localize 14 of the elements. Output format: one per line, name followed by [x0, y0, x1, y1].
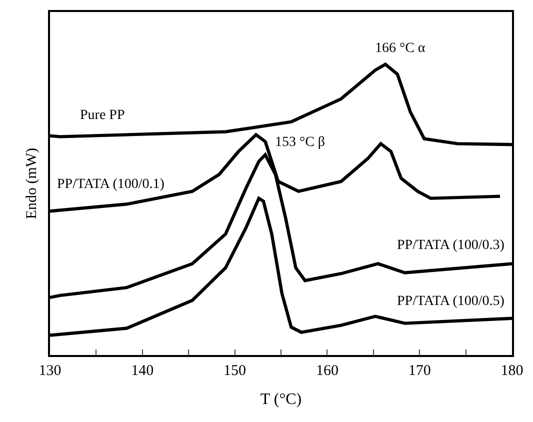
series-label: Pure PP	[80, 108, 125, 123]
series-label: PP/TATA (100/0.1)	[57, 177, 165, 192]
x-tick-label: 150	[224, 362, 246, 379]
x-tick-label: 130	[38, 362, 62, 379]
annotation: 153 °C β	[275, 135, 326, 150]
annotation: 166 °C α	[375, 41, 426, 56]
series-label: PP/TATA (100/0.3)	[397, 238, 505, 253]
x-tick-label: 140	[131, 362, 154, 379]
x-tick-label: 160	[316, 362, 338, 379]
x-tick-label: 170	[408, 362, 431, 379]
x-tick-label: 180	[500, 362, 524, 379]
y-axis-title: Endo (mW)	[24, 148, 40, 220]
x-axis-title: T (°C)	[260, 390, 302, 408]
series-label: PP/TATA (100/0.5)	[397, 294, 505, 309]
